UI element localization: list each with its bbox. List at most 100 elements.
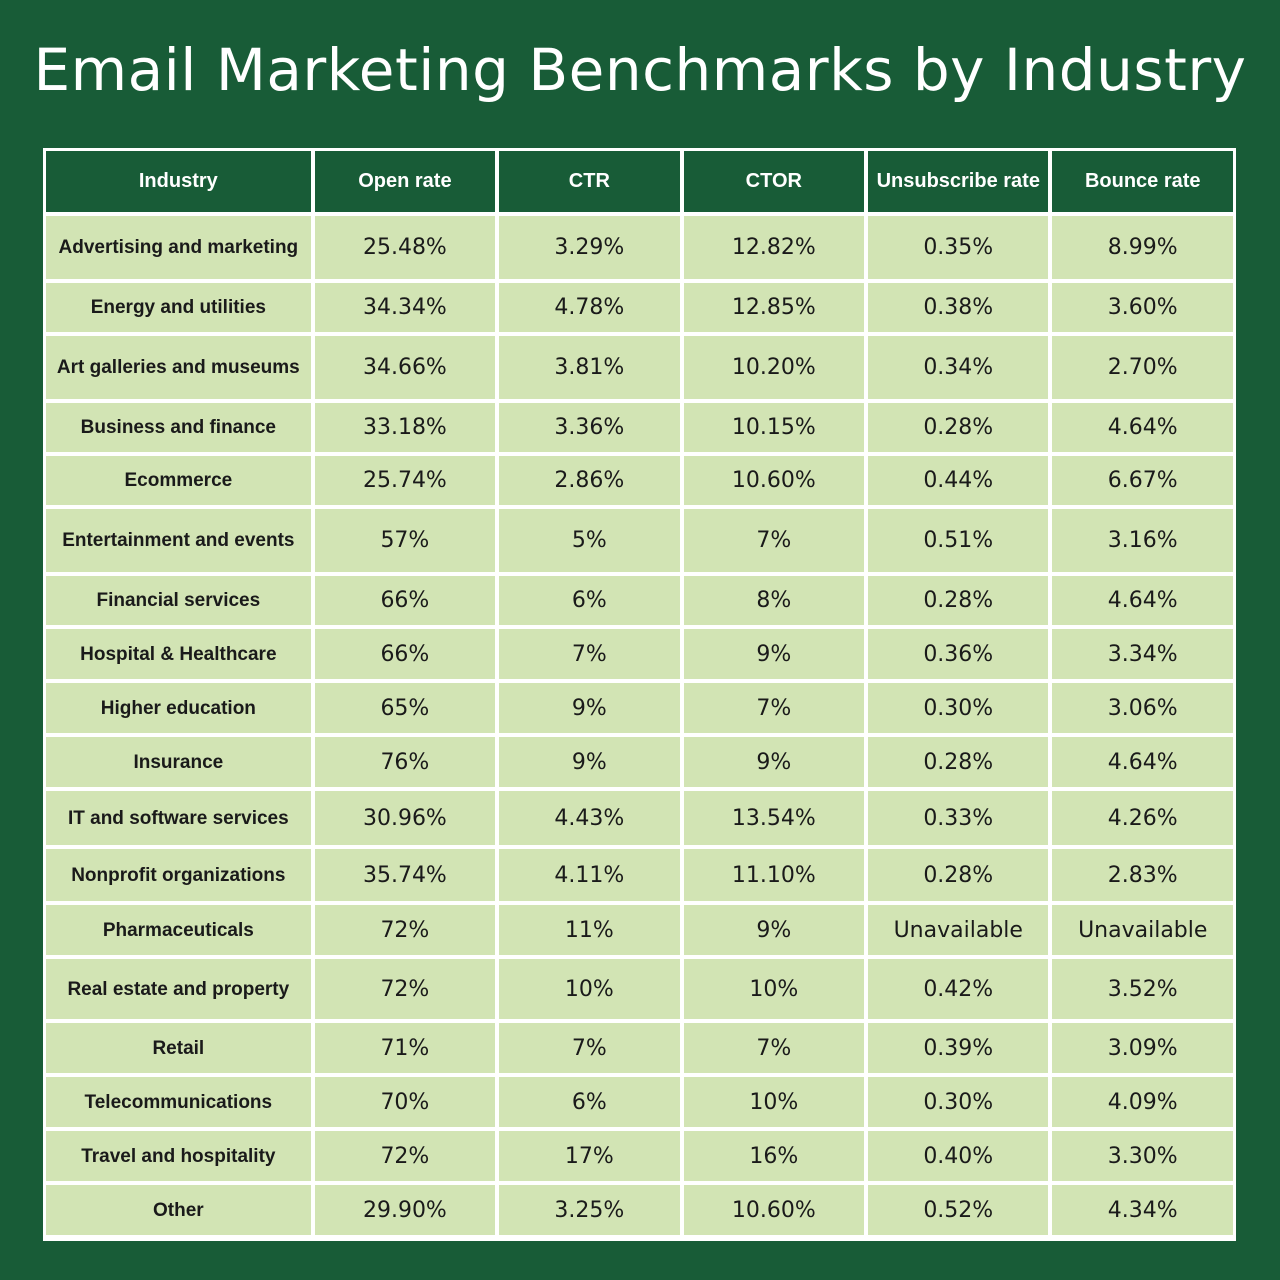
ctor-cell: 10.20% xyxy=(683,336,865,399)
unsubscribe-rate-cell: 0.52% xyxy=(868,1185,1049,1235)
bounce-rate-cell: 6.67% xyxy=(1052,456,1233,505)
open-rate-cell: 25.48% xyxy=(314,216,496,279)
bounce-rate-cell: 4.34% xyxy=(1052,1185,1233,1235)
benchmarks-table: Industry Open rate CTR CTOR Unsubscribe rate… xyxy=(42,147,1237,1239)
unsubscribe-rate-cell: 0.34% xyxy=(868,336,1049,399)
ctr-cell: 4.11% xyxy=(499,849,680,901)
unsubscribe-rate-cell: 0.44% xyxy=(868,456,1049,505)
ctr-cell: 3.81% xyxy=(499,336,680,399)
industry-cell: Higher education xyxy=(46,683,311,733)
ctr-cell: 6% xyxy=(499,1077,680,1127)
table-row: Entertainment and events 57% 5% 7% 0.51% 3.16… xyxy=(46,509,1233,572)
table-row: Retail 71% 7% 7% 0.39% 3.09% xyxy=(46,1023,1233,1073)
ctor-cell: 10.60% xyxy=(683,456,865,505)
open-rate-cell: 72% xyxy=(314,905,496,955)
ctr-cell: 11% xyxy=(499,905,680,955)
table-row: Real estate and property 72% 10% 10% 0.42% 3.… xyxy=(46,959,1233,1019)
table-row: Financial services 66% 6% 8% 0.28% 4.64% xyxy=(46,576,1233,625)
industry-cell: Insurance xyxy=(46,737,311,787)
open-rate-cell: 71% xyxy=(314,1023,496,1073)
table-row: Nonprofit organizations 35.74% 4.11% 11.10%… xyxy=(46,849,1233,901)
table-row: Energy and utilities 34.34% 4.78% 12.85% 0.3… xyxy=(46,283,1233,332)
industry-cell: Entertainment and events xyxy=(46,509,311,572)
bounce-rate-cell: 3.16% xyxy=(1052,509,1233,572)
header-bounce-rate: Bounce rate xyxy=(1052,151,1233,212)
industry-cell: Retail xyxy=(46,1023,311,1073)
ctor-cell: 8% xyxy=(683,576,865,625)
ctr-cell: 5% xyxy=(499,509,680,572)
ctr-cell: 17% xyxy=(499,1131,680,1181)
bounce-rate-cell: 4.64% xyxy=(1052,403,1233,452)
open-rate-cell: 25.74% xyxy=(314,456,496,505)
open-rate-cell: 70% xyxy=(314,1077,496,1127)
table-row: Business and finance 33.18% 3.36% 10.15% 0.2… xyxy=(46,403,1233,452)
unsubscribe-rate-cell: 0.30% xyxy=(868,1077,1049,1127)
unsubscribe-rate-cell: 0.38% xyxy=(868,283,1049,332)
ctr-cell: 4.43% xyxy=(499,791,680,845)
open-rate-cell: 34.34% xyxy=(314,283,496,332)
bounce-rate-cell: 4.64% xyxy=(1052,737,1233,787)
bounce-rate-cell: 2.83% xyxy=(1052,849,1233,901)
unsubscribe-rate-cell: 0.30% xyxy=(868,683,1049,733)
industry-cell: Other xyxy=(46,1185,311,1235)
ctor-cell: 10% xyxy=(683,959,865,1019)
table-row: Travel and hospitality 72% 17% 16% 0.40% 3.30… xyxy=(46,1131,1233,1181)
table-row: Insurance 76% 9% 9% 0.28% 4.64% xyxy=(46,737,1233,787)
ctor-cell: 10.15% xyxy=(683,403,865,452)
ctr-cell: 3.25% xyxy=(499,1185,680,1235)
open-rate-cell: 72% xyxy=(314,959,496,1019)
ctor-cell: 7% xyxy=(683,683,865,733)
unsubscribe-rate-cell: 0.28% xyxy=(868,403,1049,452)
industry-cell: Art galleries and museums xyxy=(46,336,311,399)
ctor-cell: 9% xyxy=(683,629,865,679)
ctor-cell: 12.82% xyxy=(683,216,865,279)
industry-cell: Hospital & Healthcare xyxy=(46,629,311,679)
ctr-cell: 7% xyxy=(499,629,680,679)
industry-cell: IT and software services xyxy=(46,791,311,845)
bounce-rate-cell: 3.52% xyxy=(1052,959,1233,1019)
industry-cell: Travel and hospitality xyxy=(46,1131,311,1181)
table-row: Advertising and marketing 25.48% 3.29% 12.8… xyxy=(46,216,1233,279)
open-rate-cell: 34.66% xyxy=(314,336,496,399)
unsubscribe-rate-cell: 0.42% xyxy=(868,959,1049,1019)
bounce-rate-cell: 3.34% xyxy=(1052,629,1233,679)
header-industry: Industry xyxy=(46,151,311,212)
bounce-rate-cell: 4.09% xyxy=(1052,1077,1233,1127)
open-rate-cell: 30.96% xyxy=(314,791,496,845)
table-row: Ecommerce 25.74% 2.86% 10.60% 0.44% 6.67% xyxy=(46,456,1233,505)
page-title: Email Marketing Benchmarks by Industry xyxy=(33,36,1247,104)
open-rate-cell: 57% xyxy=(314,509,496,572)
open-rate-cell: 35.74% xyxy=(314,849,496,901)
ctor-cell: 16% xyxy=(683,1131,865,1181)
table-body: Advertising and marketing 25.48% 3.29% 12.8… xyxy=(46,216,1233,1235)
industry-cell: Business and finance xyxy=(46,403,311,452)
ctor-cell: 7% xyxy=(683,1023,865,1073)
ctor-cell: 10% xyxy=(683,1077,865,1127)
bounce-rate-cell: 3.60% xyxy=(1052,283,1233,332)
open-rate-cell: 33.18% xyxy=(314,403,496,452)
open-rate-cell: 72% xyxy=(314,1131,496,1181)
table-row: IT and software services 30.96% 4.43% 13.54… xyxy=(46,791,1233,845)
industry-cell: Energy and utilities xyxy=(46,283,311,332)
benchmarks-table-container: Industry Open rate CTR CTOR Unsubscribe rate… xyxy=(43,148,1236,1241)
ctor-cell: 9% xyxy=(683,737,865,787)
bounce-rate-cell: 3.30% xyxy=(1052,1131,1233,1181)
unsubscribe-rate-cell: 0.36% xyxy=(868,629,1049,679)
ctor-cell: 13.54% xyxy=(683,791,865,845)
ctor-cell: 10.60% xyxy=(683,1185,865,1235)
bounce-rate-cell: 3.09% xyxy=(1052,1023,1233,1073)
bounce-rate-cell: 8.99% xyxy=(1052,216,1233,279)
industry-cell: Advertising and marketing xyxy=(46,216,311,279)
ctr-cell: 3.29% xyxy=(499,216,680,279)
industry-cell: Pharmaceuticals xyxy=(46,905,311,955)
ctor-cell: 9% xyxy=(683,905,865,955)
header-ctor: CTOR xyxy=(683,151,865,212)
ctor-cell: 12.85% xyxy=(683,283,865,332)
table-row: Telecommunications 70% 6% 10% 0.30% 4.09% xyxy=(46,1077,1233,1127)
industry-cell: Ecommerce xyxy=(46,456,311,505)
table-row: Pharmaceuticals 72% 11% 9% Unavailable Unavai… xyxy=(46,905,1233,955)
unsubscribe-rate-cell: 0.40% xyxy=(868,1131,1049,1181)
ctr-cell: 10% xyxy=(499,959,680,1019)
open-rate-cell: 66% xyxy=(314,576,496,625)
bounce-rate-cell: Unavailable xyxy=(1052,905,1233,955)
